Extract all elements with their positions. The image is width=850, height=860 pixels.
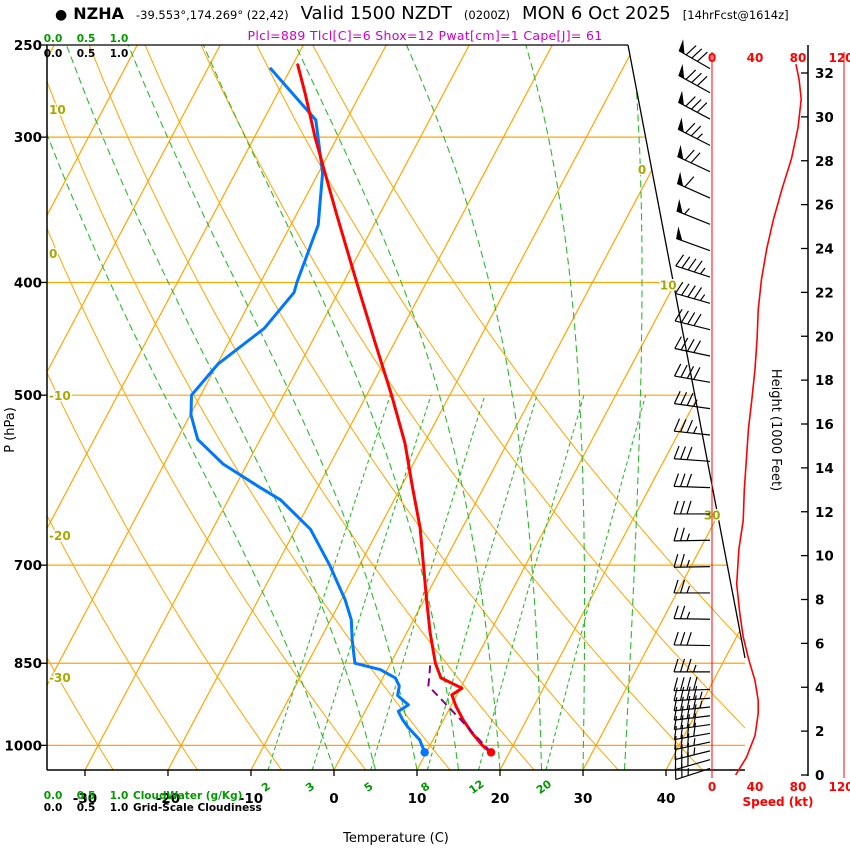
svg-text:0.0: 0.0 [44, 33, 63, 45]
svg-text:14: 14 [815, 461, 834, 477]
svg-text:10: 10 [49, 103, 66, 117]
svg-text:10: 10 [660, 278, 677, 292]
svg-text:0: 0 [708, 780, 716, 794]
svg-text:120: 120 [828, 51, 850, 65]
svg-text:700: 700 [14, 558, 42, 574]
dewpoint-curve [189, 67, 427, 754]
svg-text:1.0: 1.0 [110, 48, 129, 60]
svg-text:CloudWater (g/Kg): CloudWater (g/Kg) [133, 790, 242, 802]
svg-text:28: 28 [815, 154, 834, 170]
wind-barbs [673, 39, 711, 781]
svg-text:0.0: 0.0 [44, 790, 63, 802]
svg-text:6: 6 [815, 636, 824, 652]
svg-text:30: 30 [815, 110, 834, 126]
svg-text:-30: -30 [49, 671, 71, 685]
forecast-tag: [14hrFcst@1614z] [682, 8, 789, 22]
svg-text:0.0: 0.0 [44, 48, 63, 60]
svg-text:24: 24 [815, 242, 834, 258]
svg-text:80: 80 [790, 51, 807, 65]
svg-text:Speed (kt): Speed (kt) [743, 795, 814, 809]
svg-text:2: 2 [815, 724, 824, 740]
svg-text:Grid-Scale Cloudiness: Grid-Scale Cloudiness [133, 802, 262, 814]
svg-text:0: 0 [708, 51, 716, 65]
svg-text:250: 250 [14, 38, 42, 54]
svg-text:1.0: 1.0 [110, 33, 129, 45]
svg-text:0.5: 0.5 [77, 48, 96, 60]
svg-text:0: 0 [49, 247, 57, 261]
svg-text:0: 0 [638, 163, 646, 177]
svg-text:Temperature (C): Temperature (C) [342, 831, 449, 846]
svg-text:850: 850 [14, 656, 42, 672]
svg-text:-10: -10 [239, 791, 263, 807]
svg-text:300: 300 [14, 130, 42, 146]
svg-text:-30: -30 [73, 791, 97, 807]
svg-text:1.0: 1.0 [110, 790, 129, 802]
grid-lines [47, 45, 745, 770]
params-line: Plcl=889 Tlcl[C]=6 Shox=12 Pwat[cm]=1 Ca… [247, 28, 603, 43]
svg-text:0: 0 [815, 768, 824, 784]
svg-text:40: 40 [747, 780, 764, 794]
station-id: NZHA [73, 4, 124, 23]
svg-text:0.5: 0.5 [77, 33, 96, 45]
wind-speed-curve [734, 64, 803, 776]
svg-text:20: 20 [815, 329, 834, 345]
svg-text:40: 40 [747, 51, 764, 65]
svg-text:400: 400 [14, 275, 42, 291]
svg-text:26: 26 [815, 198, 834, 214]
svg-text:12: 12 [815, 505, 834, 521]
surface-dewpoint-dot [420, 748, 429, 757]
station-bullet-icon: ● [55, 7, 68, 23]
station-coords: -39.553°,174.269° (22,42) [135, 8, 289, 22]
svg-text:30: 30 [574, 791, 593, 807]
svg-text:22: 22 [815, 285, 834, 301]
svg-text:10: 10 [815, 549, 834, 565]
valid-time: Valid 1500 NZDT [300, 3, 452, 24]
svg-text:1000: 1000 [4, 738, 42, 754]
svg-text:0.0: 0.0 [44, 802, 63, 814]
svg-text:-10: -10 [49, 389, 71, 403]
svg-text:20: 20 [491, 791, 510, 807]
svg-text:0: 0 [329, 791, 338, 807]
svg-text:4: 4 [815, 680, 824, 696]
svg-text:12: 12 [467, 777, 487, 796]
svg-text:Height (1000 Feet): Height (1000 Feet) [768, 369, 783, 491]
svg-text:18: 18 [815, 373, 834, 389]
valid-date: MON 6 Oct 2025 [522, 3, 671, 24]
svg-text:P (hPa): P (hPa) [3, 407, 18, 453]
sounding-curves [189, 63, 496, 757]
svg-text:0.5: 0.5 [77, 790, 96, 802]
svg-text:0.5: 0.5 [77, 802, 96, 814]
svg-text:1.0: 1.0 [110, 802, 129, 814]
title-bar: ● NZHA -39.553°,174.269° (22,42) Valid 1… [55, 3, 789, 24]
cloud-scales: 0.00.00.00.00.50.50.50.51.01.01.01.0Clou… [44, 33, 262, 814]
svg-text:120: 120 [828, 780, 850, 794]
svg-text:3: 3 [303, 780, 317, 795]
surface-temp-dot [486, 748, 496, 757]
svg-text:5: 5 [362, 780, 376, 795]
parcel-path [427, 663, 492, 754]
svg-text:40: 40 [657, 791, 676, 807]
svg-text:16: 16 [815, 417, 834, 433]
svg-text:-20: -20 [49, 529, 71, 543]
svg-text:32: 32 [815, 66, 834, 82]
svg-text:80: 80 [790, 780, 807, 794]
svg-text:8: 8 [815, 593, 824, 609]
valid-zulu: (0200Z) [463, 8, 511, 22]
temperature-curve [296, 63, 493, 754]
svg-text:500: 500 [14, 388, 42, 404]
svg-text:10: 10 [408, 791, 427, 807]
svg-text:20: 20 [534, 777, 554, 797]
svg-text:-20: -20 [156, 791, 180, 807]
